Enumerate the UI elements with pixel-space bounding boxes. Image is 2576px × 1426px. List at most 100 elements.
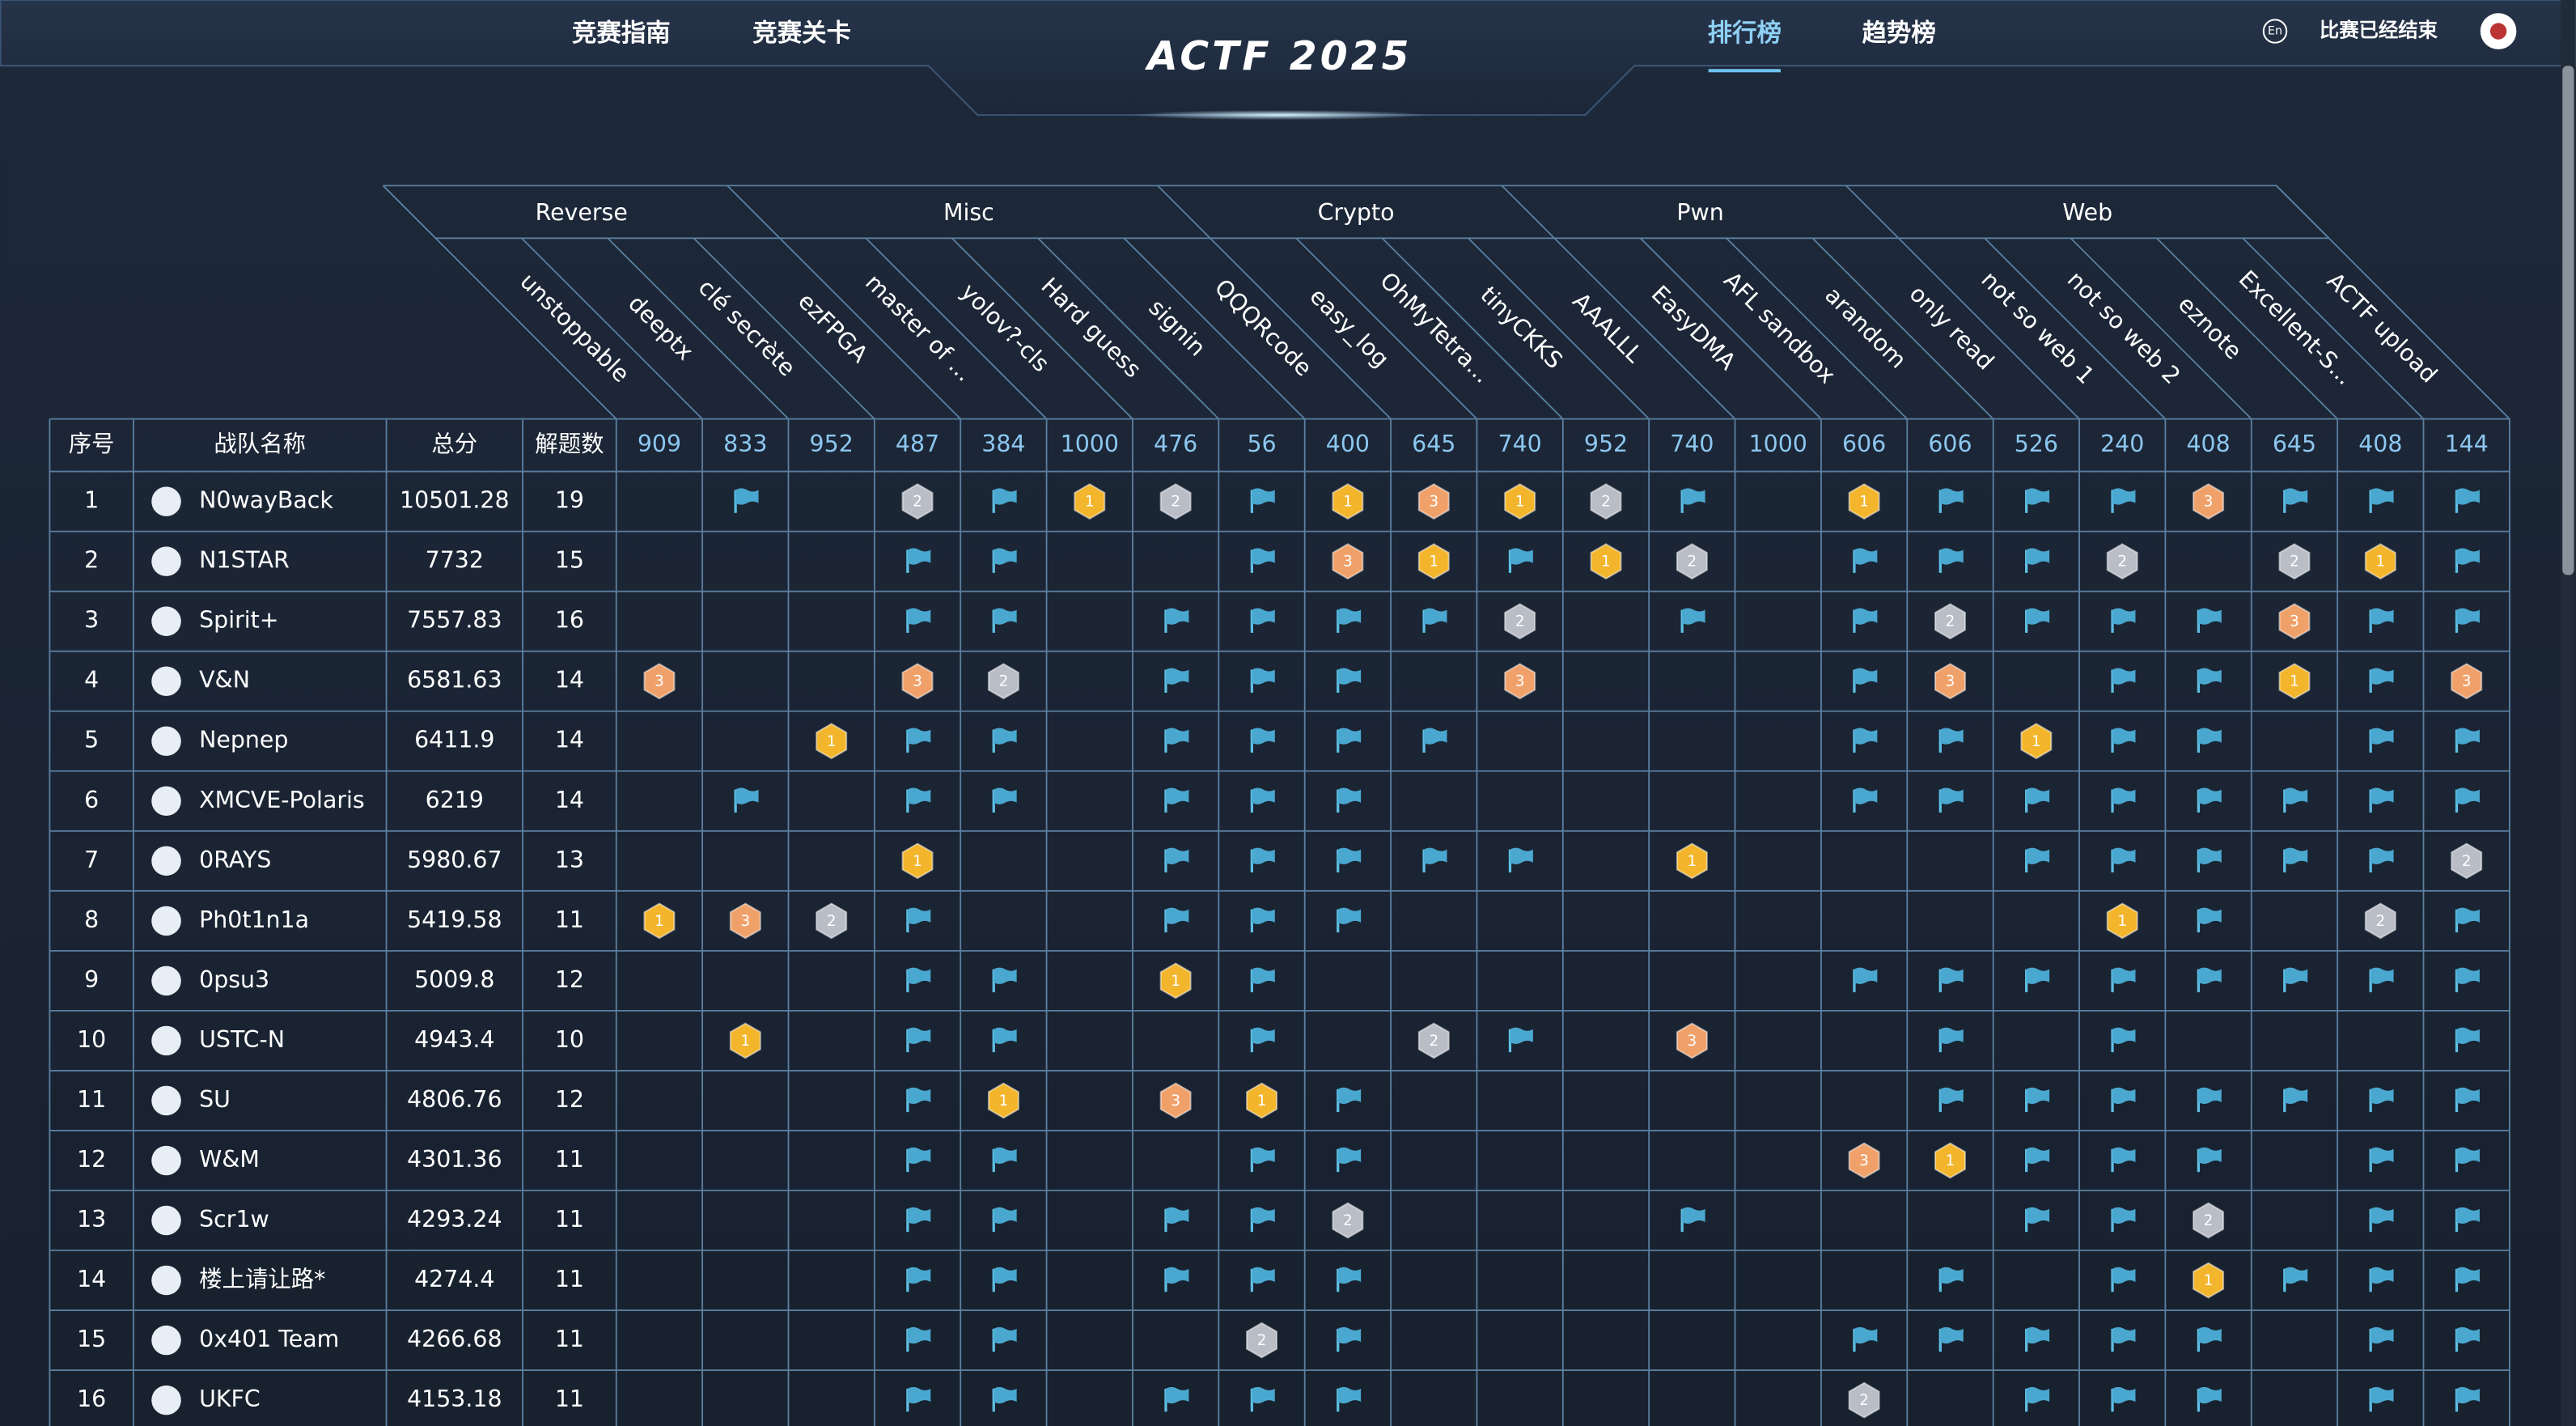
nav-link-active[interactable]: 排行榜	[1708, 19, 1782, 48]
flag-cloth	[2112, 787, 2136, 804]
medal-rank: 1	[655, 913, 664, 930]
solved-flag	[1337, 1147, 1362, 1173]
total-score: 5980.67	[407, 847, 502, 873]
solved-flag	[2025, 488, 2050, 513]
medal-rank: 2	[1515, 613, 1525, 630]
flag-cloth	[1252, 967, 1275, 984]
solved-flag	[1250, 967, 1275, 993]
solved-flag	[906, 1207, 931, 1233]
blood-medal	[2106, 902, 2138, 940]
flag-cloth	[2284, 1267, 2308, 1284]
flag-cloth	[2456, 608, 2480, 625]
solved-flag	[992, 1207, 1017, 1233]
flag-cloth	[1854, 728, 1878, 745]
flag-cloth	[2026, 967, 2050, 984]
solved-flag	[992, 1147, 1017, 1173]
solved-flag	[2025, 1087, 2050, 1113]
blood-medal	[1590, 483, 1622, 520]
flag-cloth	[1337, 847, 1362, 864]
solved-flag	[2369, 728, 2394, 753]
flag-cloth	[2198, 1326, 2222, 1344]
solved-count: 16	[555, 607, 584, 634]
medal-rank: 3	[1515, 673, 1525, 690]
rank: 6	[84, 787, 99, 813]
blood-medal	[816, 723, 848, 760]
rank: 16	[77, 1386, 106, 1412]
flag-cloth	[1337, 1326, 1362, 1344]
solved-flag	[992, 728, 1017, 753]
flag-cloth	[2456, 728, 2480, 745]
category-label: Crypto	[1318, 199, 1395, 226]
solved-flag	[2197, 847, 2222, 873]
solved-flag	[1422, 608, 1447, 633]
blood-medal	[2278, 663, 2311, 700]
flag-cloth	[2371, 608, 2394, 625]
blood-medal	[1848, 1381, 1880, 1419]
blood-medal	[1246, 1082, 1277, 1119]
category-divider	[727, 185, 781, 239]
flag-cloth	[907, 1147, 931, 1165]
header-divider	[865, 237, 1048, 420]
blood-medal	[1074, 483, 1106, 520]
language-label[interactable]: En	[2268, 25, 2282, 38]
medal-rank: 1	[2117, 913, 2127, 930]
flag-cloth	[2112, 1386, 2136, 1404]
flag-cloth	[1165, 907, 1189, 924]
flag-cloth	[2112, 1207, 2136, 1224]
nav-link[interactable]: 趋势榜	[1862, 19, 1935, 48]
solved-flag	[2025, 1386, 2050, 1412]
solved-flag	[1337, 907, 1362, 933]
blood-medal	[1590, 543, 1622, 580]
solved-flag	[2197, 967, 2222, 993]
category-divider	[1501, 185, 1555, 239]
flag-cloth	[2198, 1386, 2222, 1404]
team-logo	[151, 906, 181, 936]
solved-flag	[906, 548, 931, 573]
flag-cloth	[994, 1207, 1017, 1224]
flag-cloth	[2026, 1207, 2050, 1224]
solved-count: 14	[555, 727, 584, 753]
total-score: 6581.63	[407, 667, 502, 694]
flag-cloth	[994, 1386, 1017, 1404]
solved-flag	[2283, 1087, 2308, 1113]
solved-flag	[2111, 608, 2136, 633]
flag-cloth	[2456, 967, 2480, 984]
solved-flag	[1250, 1267, 1275, 1292]
flag-cloth	[1252, 668, 1275, 685]
solved-flag	[1337, 608, 1362, 633]
medal-rank: 1	[1688, 853, 1697, 870]
flag-cloth	[907, 1087, 931, 1104]
team-name: N0wayBack	[199, 487, 333, 514]
flag-cloth	[2026, 1147, 2050, 1165]
medal-rank: 2	[1343, 1212, 1353, 1229]
solved-flag	[2111, 1267, 2136, 1292]
blood-medal	[1676, 1022, 1708, 1059]
team-name: SU	[199, 1086, 231, 1113]
flag-cloth	[2456, 1147, 2480, 1165]
blood-medal	[1159, 483, 1192, 520]
solved-flag	[1337, 847, 1362, 873]
nav-link[interactable]: 竞赛关卡	[752, 19, 851, 48]
flag-cloth	[2112, 668, 2136, 685]
solved-flag	[2025, 608, 2050, 633]
nav-link[interactable]: 竞赛指南	[572, 19, 671, 48]
flag-cloth	[1165, 847, 1189, 864]
scrollbar-thumb[interactable]	[2562, 66, 2574, 575]
solved-count: 11	[555, 906, 584, 933]
flag-cloth	[2456, 907, 2480, 924]
header-divider	[2242, 237, 2425, 420]
flag-cloth	[2198, 608, 2222, 625]
solved-flag	[906, 1267, 931, 1292]
language-icon[interactable]	[2262, 19, 2288, 44]
solved-flag	[1250, 488, 1275, 513]
solved-flag	[992, 608, 1017, 633]
flag-cloth	[994, 728, 1017, 745]
challenge-score: 476	[1154, 431, 1197, 457]
solved-flag	[2369, 1207, 2394, 1233]
solved-flag	[1853, 668, 1878, 693]
flag-cloth	[907, 1386, 931, 1404]
flag-cloth	[1252, 728, 1275, 745]
solved-flag	[1508, 548, 1533, 573]
status-text: 比赛已经结束	[2320, 19, 2438, 42]
